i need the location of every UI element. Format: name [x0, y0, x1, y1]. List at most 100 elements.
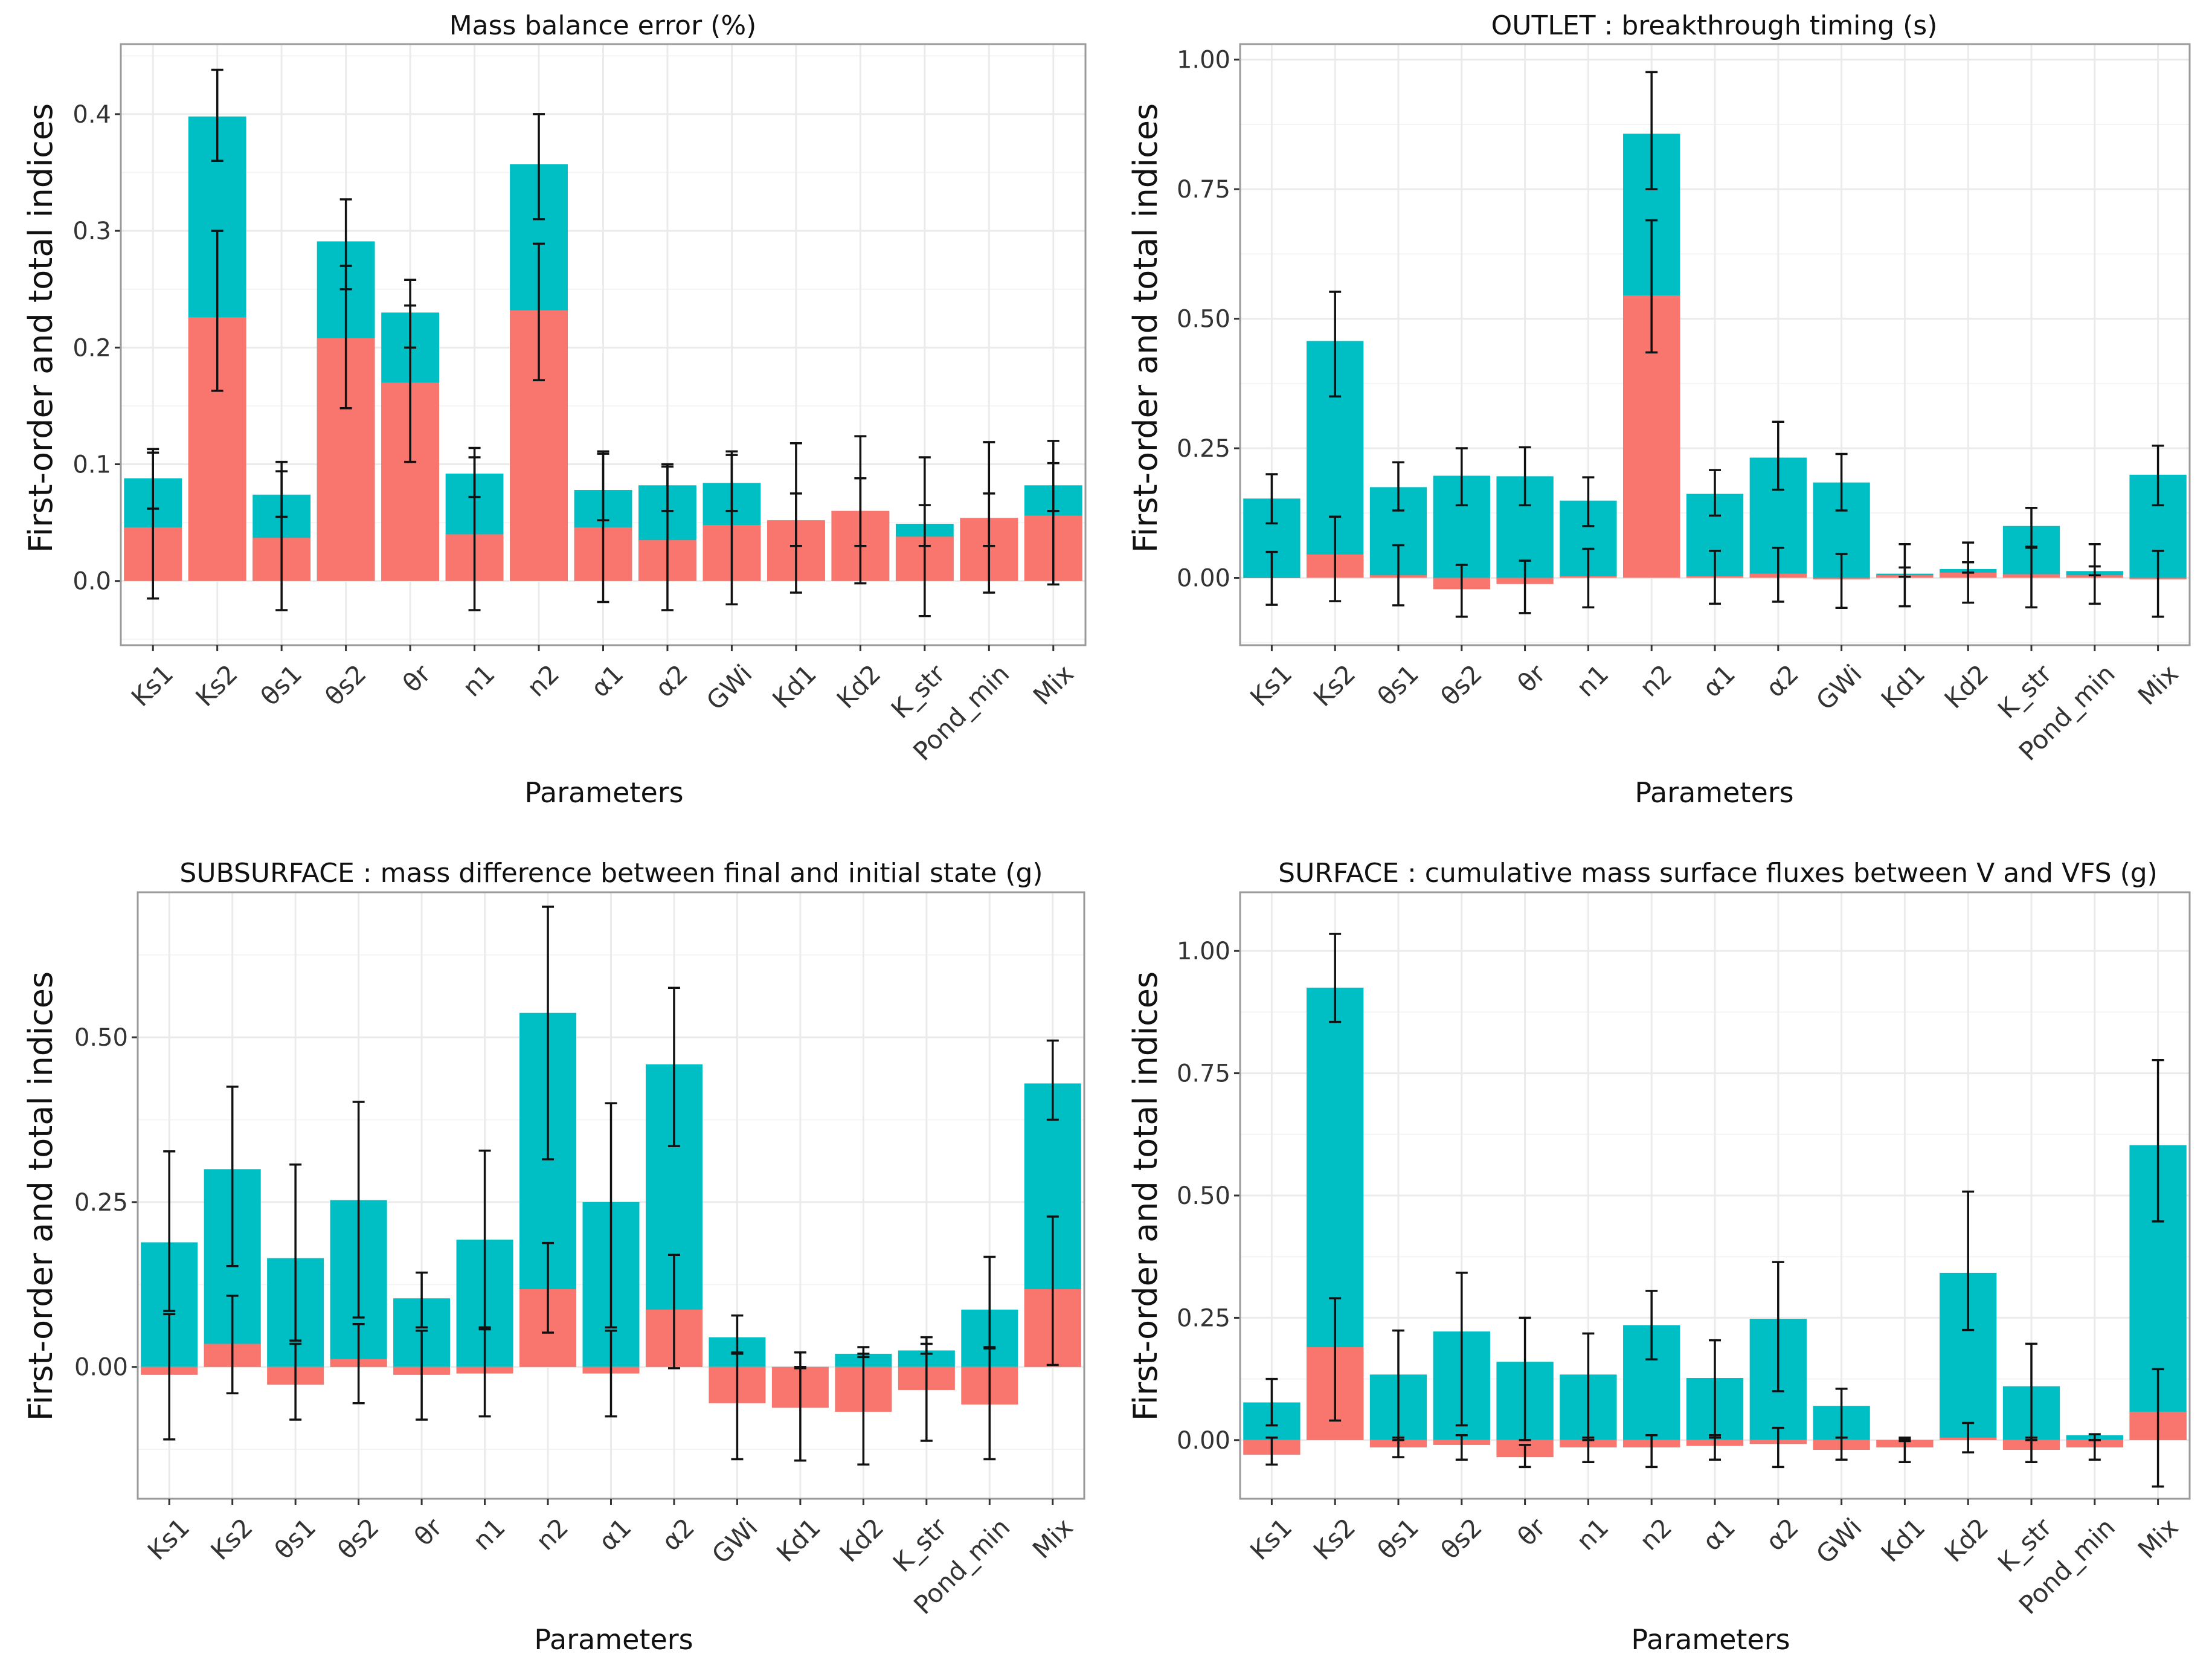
panel-title: OUTLET : breakthrough timing (s) — [1491, 10, 1938, 41]
plot-area-outlet-breakthrough: 0.00 0.25 0.50 0.75 1.00 Ks1 Ks2 θs1 θs2 θr n1 n2 α1… — [1177, 43, 2191, 767]
x-tick-label: α2 — [1760, 1512, 1804, 1556]
first-order-error-bar — [1582, 1437, 1595, 1464]
x-tick-label: θr — [1512, 658, 1552, 698]
total-index-error-bar — [1046, 1039, 1059, 1121]
first-order-error-bar — [725, 454, 738, 606]
total-index-error-bar — [1265, 1377, 1278, 1427]
y-tick-label: 0.00 — [1177, 1427, 1230, 1455]
x-tick-label: n1 — [1571, 1512, 1614, 1556]
first-order-error-bar — [1392, 544, 1404, 607]
first-order-error-bar — [2152, 550, 2164, 618]
first-order-error-bar — [2088, 1439, 2101, 1461]
total-index-error-bar — [1709, 469, 1721, 517]
first-order-error-bar — [2025, 1437, 2037, 1464]
first-order-error-bar — [661, 465, 674, 611]
x-tick-label: Mix — [1027, 1512, 1079, 1564]
x-tick-label: Ks1 — [126, 658, 179, 712]
first-order-error-bar — [1962, 541, 1975, 604]
total-index-error-bar — [1455, 1272, 1468, 1427]
first-order-error-bar — [983, 1347, 996, 1461]
x-tick-label: θs1 — [1372, 658, 1424, 711]
first-order-error-bar — [1582, 547, 1595, 609]
x-tick-label: n2 — [1634, 658, 1677, 702]
total-index-error-bar — [1835, 452, 1848, 512]
first-order-error-bar — [1645, 219, 1658, 354]
total-index-error-bar — [542, 906, 555, 1160]
panel-surface-cumulative-fluxes: SURFACE : cumulative mass surface fluxes… — [1127, 858, 2191, 1656]
total-index-error-bar — [1455, 447, 1468, 507]
first-order-error-bar — [1046, 1215, 1059, 1366]
total-index-error-bar — [1519, 1316, 1531, 1441]
first-order-error-bar — [731, 1351, 744, 1461]
first-order-error-bar — [854, 435, 867, 585]
x-axis-title: Parameters — [1635, 776, 1793, 809]
total-index-error-bar — [1962, 1190, 1975, 1331]
first-order-error-bar — [211, 230, 223, 392]
x-tick-label: Kd2 — [834, 1512, 890, 1568]
x-tick-label: Ks1 — [142, 1512, 195, 1565]
y-tick-label: 0.1 — [72, 451, 111, 479]
x-tick-label: n2 — [530, 1512, 574, 1556]
total-index-error-bar — [667, 986, 680, 1147]
x-tick-label: Kd1 — [767, 658, 822, 714]
first-order-error-bar — [416, 1329, 428, 1421]
panel-mass-balance-error: Mass balance error (%) First-order and t… — [22, 10, 1087, 809]
x-tick-label: θs1 — [255, 658, 307, 711]
first-order-error-bar — [1835, 1437, 1848, 1461]
y-tick-label: 0.75 — [1177, 1060, 1230, 1088]
panel-subsurface-mass-difference: SUBSURFACE : mass difference between fin… — [22, 858, 1085, 1656]
total-index-error-bar — [1772, 420, 1784, 491]
first-order-error-bar — [533, 242, 545, 382]
total-index-error-bar — [605, 1102, 617, 1329]
total-index-error-bar — [1582, 476, 1595, 527]
total-index-error-bar — [1645, 1290, 1658, 1360]
panel-title: Mass balance error (%) — [449, 10, 757, 41]
total-index-error-bar — [533, 113, 545, 220]
first-order-error-bar — [1645, 1434, 1658, 1469]
x-tick-label: Ks2 — [190, 658, 243, 712]
y-tick-label: 0.4 — [72, 101, 111, 129]
x-axis-title: Parameters — [1631, 1623, 1790, 1656]
x-tick-label: Kd2 — [831, 658, 887, 714]
x-axis-title: Parameters — [534, 1623, 693, 1656]
first-order-error-bar — [404, 304, 417, 463]
y-axis-title: First-order and total indices — [22, 103, 60, 553]
first-order-error-bar — [289, 1342, 302, 1421]
total-index-error-bar — [1329, 291, 1342, 398]
x-tick-label: α1 — [1697, 1512, 1741, 1556]
y-tick-label: 0.50 — [1177, 1182, 1230, 1210]
first-order-error-bar — [542, 1241, 555, 1334]
y-tick-label: 1.00 — [1177, 47, 1230, 74]
x-tick-label: θs2 — [320, 658, 372, 711]
x-tick-label: GWi — [1810, 1512, 1868, 1569]
first-order-error-bar — [667, 1254, 680, 1369]
x-tick-label: Mix — [2132, 1512, 2184, 1564]
x-tick-label: θs2 — [1435, 1512, 1488, 1565]
y-tick-label: 0.0 — [72, 568, 111, 596]
total-index-error-bar — [983, 1255, 996, 1348]
x-tick-label: Ks2 — [1308, 1512, 1361, 1565]
x-tick-label: n2 — [1634, 1512, 1677, 1556]
x-tick-label: Kd1 — [1876, 658, 1931, 714]
y-axis-title: First-order and total indices — [22, 971, 60, 1421]
total-index-error-bar — [478, 1150, 491, 1329]
first-order-error-bar — [1899, 542, 1911, 608]
first-order-error-bar — [275, 470, 288, 611]
first-order-error-bar — [857, 1353, 870, 1466]
y-tick-label: 0.25 — [1177, 1304, 1230, 1332]
first-order-error-bar — [1962, 1421, 1975, 1453]
total-index-error-bar — [352, 1101, 365, 1319]
panel-title: SURFACE : cumulative mass surface fluxes… — [1278, 858, 2158, 889]
x-tick-label: GWi — [706, 1512, 764, 1569]
total-index-error-bar — [1645, 71, 1658, 190]
y-tick-label: 0.75 — [1177, 176, 1230, 204]
first-order-error-bar — [1329, 1297, 1342, 1422]
panel-outlet-breakthrough: OUTLET : breakthrough timing (s) First-o… — [1127, 10, 2191, 809]
x-tick-label: α1 — [593, 1512, 637, 1556]
total-index-error-bar — [211, 68, 223, 162]
x-tick-label: θs2 — [1435, 658, 1488, 711]
first-order-error-bar — [226, 1295, 239, 1395]
first-order-error-bar — [983, 441, 995, 594]
y-tick-label: 0.3 — [72, 217, 111, 245]
